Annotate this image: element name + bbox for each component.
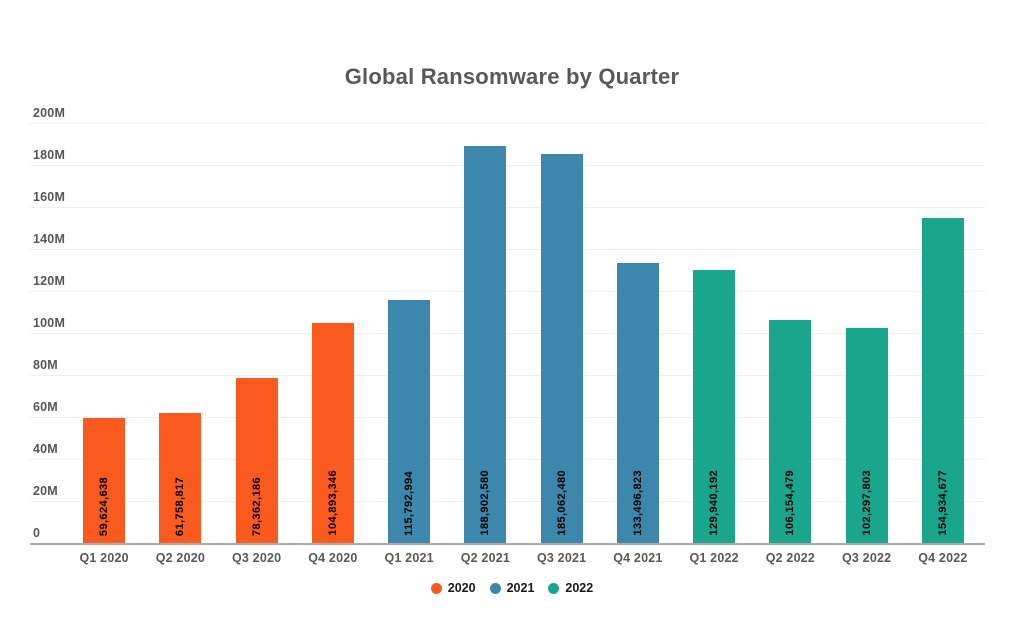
gridline — [30, 207, 985, 208]
y-tick-label: 40M — [33, 442, 58, 456]
bar-slot-q3-2022: 102,297,803 — [829, 123, 905, 543]
x-tick-label-q3-2021: Q3 2021 — [536, 551, 587, 565]
y-tick-label: 160M — [33, 190, 66, 204]
x-tick-label-q3-2020: Q3 2020 — [231, 551, 282, 565]
x-tick-label-q2-2021: Q2 2021 — [460, 551, 511, 565]
y-axis: 200M 180M 160M 140M 120M 100M 80M 60M 40M 20M 0 — [33, 0, 93, 560]
bar-q2-2020[interactable]: 61,758,817 — [159, 413, 202, 543]
legend-item-2021[interactable]: 2021 — [489, 581, 535, 595]
plot-area — [30, 123, 985, 545]
x-tick-label-q1-2021: Q1 2021 — [384, 551, 434, 565]
gridline — [30, 291, 985, 292]
bar-q1-2020[interactable]: 59,624,638 — [83, 418, 126, 543]
x-tick-label-q1-2022: Q1 2022 — [689, 551, 739, 565]
bar-value-label: 61,758,817 — [174, 476, 187, 536]
y-tick-label: 120M — [33, 274, 66, 288]
bar-slot-q3-2021: 185,062,480 — [524, 123, 600, 543]
gridline — [30, 249, 985, 250]
bar-value-label: 185,062,480 — [555, 470, 568, 536]
gridline — [30, 375, 985, 376]
bar-q4-2021[interactable]: 133,496,823 — [616, 263, 659, 543]
legend-label: 2022 — [565, 581, 594, 595]
gridline — [30, 123, 985, 124]
y-tick-label: 200M — [33, 106, 66, 120]
x-tick-label-q2-2022: Q2 2022 — [765, 551, 816, 565]
legend-label: 2021 — [506, 581, 535, 595]
bar-value-label: 102,297,803 — [860, 470, 873, 536]
bar-value-label: 115,792,994 — [403, 471, 416, 536]
bar-value-label: 129,940,192 — [708, 470, 721, 536]
bar-value-label: 106,154,479 — [784, 470, 797, 536]
x-tick-label-q1-2020: Q1 2020 — [79, 551, 129, 565]
bar-q4-2020[interactable]: 104,893,346 — [311, 323, 354, 543]
legend-dot-icon — [430, 582, 442, 594]
bar-slot-q4-2021: 133,496,823 — [600, 123, 676, 543]
x-tick-label-q4-2021: Q4 2021 — [613, 551, 663, 565]
x-axis: Q1 2020 Q2 2020 Q3 2020 Q4 2020 Q1 2021 Q2 20… — [66, 551, 981, 565]
bar-value-label: 154,934,677 — [936, 470, 949, 536]
bar-value-label: 133,496,823 — [631, 470, 644, 536]
y-tick-label: 60M — [33, 400, 58, 414]
legend-item-2020[interactable]: 2020 — [430, 581, 476, 595]
bar-value-label: 188,902,580 — [479, 470, 492, 536]
legend-item-2022[interactable]: 2022 — [548, 581, 593, 595]
gridline — [30, 501, 985, 502]
bar-slot-q2-2020: 61,758,817 — [142, 123, 218, 543]
gridline — [30, 417, 985, 418]
bar-q1-2021[interactable]: 115,792,994 — [388, 300, 431, 543]
bar-slot-q4-2022: 154,934,677 — [905, 123, 981, 543]
bar-slot-q2-2022: 106,154,479 — [752, 123, 828, 543]
x-tick-label-q4-2022: Q4 2022 — [918, 551, 968, 565]
y-tick-label: 100M — [33, 316, 66, 330]
bar-slot-q1-2022: 129,940,192 — [676, 123, 752, 543]
bar-q4-2022[interactable]: 154,934,677 — [921, 218, 964, 543]
bar-slot-q1-2021: 115,792,994 — [371, 123, 447, 543]
y-tick-label: 180M — [33, 148, 66, 162]
bar-value-label: 78,362,186 — [250, 476, 263, 536]
bar-q3-2022[interactable]: 102,297,803 — [845, 328, 888, 543]
x-tick-label-q3-2022: Q3 2022 — [841, 551, 892, 565]
legend: 2020 2021 2022 — [0, 581, 1024, 595]
bar-q2-2022[interactable]: 106,154,479 — [769, 320, 812, 543]
y-tick-label: 80M — [33, 358, 58, 372]
bar-value-label: 104,893,346 — [326, 470, 339, 536]
x-tick-label-q2-2020: Q2 2020 — [155, 551, 206, 565]
bars-row: 59,624,638 61,758,817 78,362,186 104,893,34… — [66, 123, 981, 543]
legend-dot-icon — [548, 582, 560, 594]
y-tick-label: 140M — [33, 232, 66, 246]
bar-q2-2021[interactable]: 188,902,580 — [464, 146, 507, 543]
y-tick-label: 20M — [33, 484, 58, 498]
bar-q3-2020[interactable]: 78,362,186 — [235, 378, 278, 543]
x-tick-label-q4-2020: Q4 2020 — [308, 551, 358, 565]
chart-title: Global Ransomware by Quarter — [344, 64, 680, 89]
bar-value-label: 59,624,638 — [98, 476, 111, 536]
gridline — [30, 333, 985, 334]
bar-q1-2022[interactable]: 129,940,192 — [693, 270, 736, 543]
gridline — [30, 165, 985, 166]
bar-slot-q2-2021: 188,902,580 — [447, 123, 523, 543]
legend-label: 2020 — [447, 581, 476, 595]
bar-slot-q3-2020: 78,362,186 — [219, 123, 295, 543]
bar-slot-q4-2020: 104,893,346 — [295, 123, 371, 543]
bar-slot-q1-2020: 59,624,638 — [66, 123, 142, 543]
gridline — [30, 459, 985, 460]
legend-dot-icon — [489, 582, 501, 594]
bar-q3-2021[interactable]: 185,062,480 — [540, 154, 583, 543]
y-tick-label: 0 — [33, 526, 41, 540]
